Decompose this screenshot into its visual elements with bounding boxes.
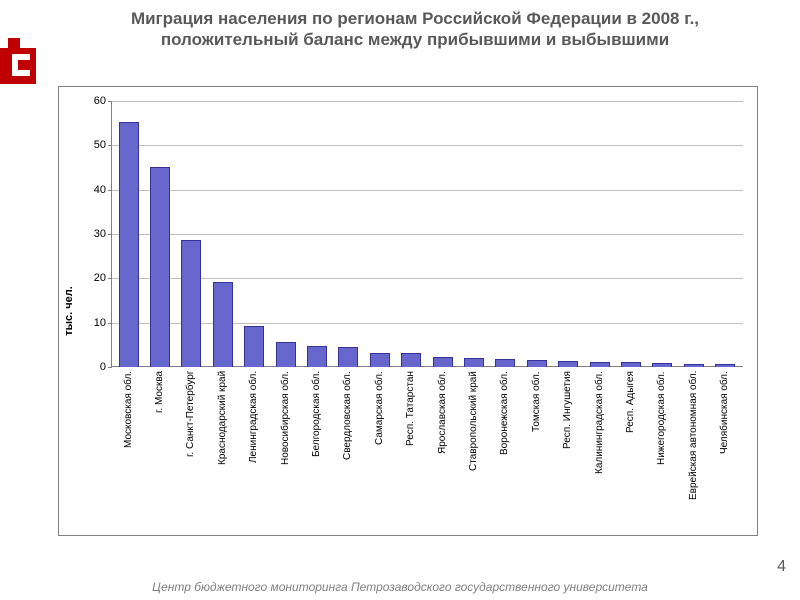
plot-area: 0102030405060 <box>111 101 743 367</box>
bar <box>119 122 139 367</box>
bar <box>464 358 484 367</box>
x-tick-label: Респ. Ингушетия <box>562 371 574 531</box>
y-axis-label: тыс. чел. <box>63 286 75 336</box>
x-tick-label: г. Санкт-Петербург <box>185 371 197 531</box>
page-number: 4 <box>777 558 786 576</box>
y-tick-label: 50 <box>94 139 112 151</box>
bar <box>401 353 421 367</box>
x-tick-label: Новосибирская обл. <box>280 371 292 531</box>
x-tick-label: Самарская обл. <box>374 371 386 531</box>
bar <box>590 362 610 367</box>
bar <box>433 357 453 367</box>
x-tick-label: Воронежская обл. <box>499 371 511 531</box>
x-tick-label: Респ. Адыгея <box>625 371 637 531</box>
bar <box>684 364 704 367</box>
bar <box>621 362 641 367</box>
bar <box>558 361 578 367</box>
x-tick-label: Еврейская автономная обл. <box>688 371 700 531</box>
x-tick-label: Ленинградская обл. <box>248 371 260 531</box>
footer-text: Центр бюджетного мониторинга Петрозаводс… <box>0 580 800 594</box>
bar <box>276 342 296 367</box>
bar <box>213 282 233 367</box>
bar <box>370 353 390 367</box>
x-tick-label: Нижегородская обл. <box>656 371 668 531</box>
x-tick-label: Калининградская обл. <box>594 371 606 531</box>
title-line-2: положительный баланс между прибывшими и … <box>50 29 780 50</box>
bar <box>307 346 327 367</box>
x-tick-label: Московская обл. <box>123 371 135 531</box>
y-tick-label: 30 <box>94 228 112 240</box>
bar <box>338 347 358 367</box>
x-tick-label: Челябинская обл. <box>719 371 731 531</box>
x-axis-labels: Московская обл. г. Москва г. Санкт-Петербу… <box>111 371 743 531</box>
x-tick-label: Ярославская обл. <box>437 371 449 531</box>
bar <box>527 360 547 367</box>
x-tick-label: Томская обл. <box>531 371 543 531</box>
slide: Миграция населения по регионам Российско… <box>0 0 800 600</box>
title-line-1: Миграция населения по регионам Российско… <box>50 8 780 29</box>
x-tick-label: г. Москва <box>154 371 166 531</box>
bar <box>652 363 672 367</box>
slide-title: Миграция населения по регионам Российско… <box>50 8 780 51</box>
y-tick-label: 60 <box>94 95 112 107</box>
x-tick-label: Респ. Татарстан <box>405 371 417 531</box>
chart-frame: тыс. чел. 0102030405060 Московская обл. г… <box>58 86 758 536</box>
bar <box>181 240 201 367</box>
y-tick-label: 20 <box>94 272 112 284</box>
bar <box>244 326 264 367</box>
y-tick-label: 10 <box>94 317 112 329</box>
x-tick-label: Белгородская обл. <box>311 371 323 531</box>
x-tick-label: Краснодарский край <box>217 371 229 531</box>
bar <box>715 364 735 367</box>
bar <box>495 359 515 367</box>
bars-container <box>111 101 743 367</box>
bar <box>150 167 170 368</box>
x-tick-label: Ставропольский край <box>468 371 480 531</box>
x-tick-label: Свердловская обл. <box>342 371 354 531</box>
institution-logo <box>0 38 48 90</box>
y-tick-label: 40 <box>94 184 112 196</box>
